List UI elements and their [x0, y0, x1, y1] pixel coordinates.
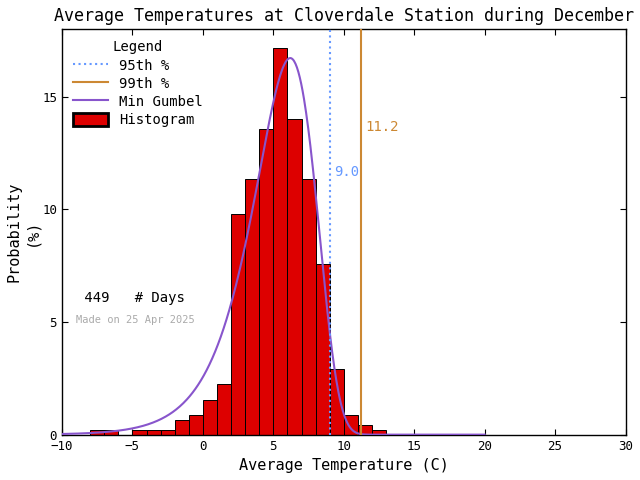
- Bar: [231, 214, 245, 434]
- Bar: [189, 415, 203, 434]
- Text: 449   # Days: 449 # Days: [76, 291, 185, 305]
- Bar: [358, 424, 372, 434]
- Bar: [203, 399, 217, 434]
- Bar: [301, 179, 316, 434]
- Bar: [372, 430, 386, 434]
- Bar: [147, 430, 161, 434]
- Bar: [104, 430, 118, 434]
- Legend: 95th %, 99th %, Min Gumbel, Histogram: 95th %, 99th %, Min Gumbel, Histogram: [69, 36, 207, 131]
- Bar: [259, 129, 273, 434]
- Bar: [273, 48, 287, 434]
- X-axis label: Average Temperature (C): Average Temperature (C): [239, 458, 449, 473]
- Bar: [316, 264, 330, 434]
- Text: 11.2: 11.2: [365, 120, 399, 133]
- Text: 9.0: 9.0: [334, 165, 359, 179]
- Bar: [161, 430, 175, 434]
- Text: Made on 25 Apr 2025: Made on 25 Apr 2025: [76, 315, 195, 325]
- Bar: [175, 420, 189, 434]
- Bar: [90, 430, 104, 434]
- Bar: [287, 119, 301, 434]
- Bar: [344, 415, 358, 434]
- Bar: [245, 179, 259, 434]
- Bar: [330, 369, 344, 434]
- Y-axis label: Probability
(%): Probability (%): [7, 182, 39, 282]
- Bar: [217, 384, 231, 434]
- Title: Average Temperatures at Cloverdale Station during December: Average Temperatures at Cloverdale Stati…: [54, 7, 634, 25]
- Bar: [132, 430, 147, 434]
